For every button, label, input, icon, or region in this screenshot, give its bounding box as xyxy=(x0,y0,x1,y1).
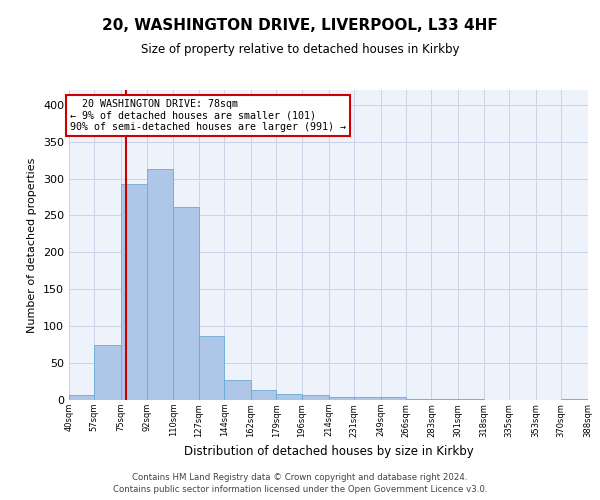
Bar xyxy=(354,397,380,400)
Bar xyxy=(224,380,251,400)
Bar xyxy=(121,184,146,400)
Bar xyxy=(146,169,173,400)
Bar xyxy=(199,336,224,400)
X-axis label: Distribution of detached houses by size in Kirkby: Distribution of detached houses by size … xyxy=(184,445,473,458)
Bar xyxy=(406,398,431,400)
Bar xyxy=(302,395,329,400)
Text: 20, WASHINGTON DRIVE, LIVERPOOL, L33 4HF: 20, WASHINGTON DRIVE, LIVERPOOL, L33 4HF xyxy=(102,18,498,32)
Text: 20 WASHINGTON DRIVE: 78sqm  
← 9% of detached houses are smaller (101)
90% of se: 20 WASHINGTON DRIVE: 78sqm ← 9% of detac… xyxy=(70,99,346,132)
Text: Contains HM Land Registry data © Crown copyright and database right 2024.: Contains HM Land Registry data © Crown c… xyxy=(132,472,468,482)
Bar xyxy=(561,398,588,400)
Text: Contains public sector information licensed under the Open Government Licence v3: Contains public sector information licen… xyxy=(113,485,487,494)
Bar xyxy=(69,395,94,400)
Bar xyxy=(329,397,354,400)
Bar xyxy=(277,394,302,400)
Bar xyxy=(173,206,199,400)
Bar xyxy=(94,344,121,400)
Y-axis label: Number of detached properties: Number of detached properties xyxy=(28,158,37,332)
Text: Size of property relative to detached houses in Kirkby: Size of property relative to detached ho… xyxy=(141,42,459,56)
Bar xyxy=(251,390,277,400)
Bar xyxy=(380,397,406,400)
